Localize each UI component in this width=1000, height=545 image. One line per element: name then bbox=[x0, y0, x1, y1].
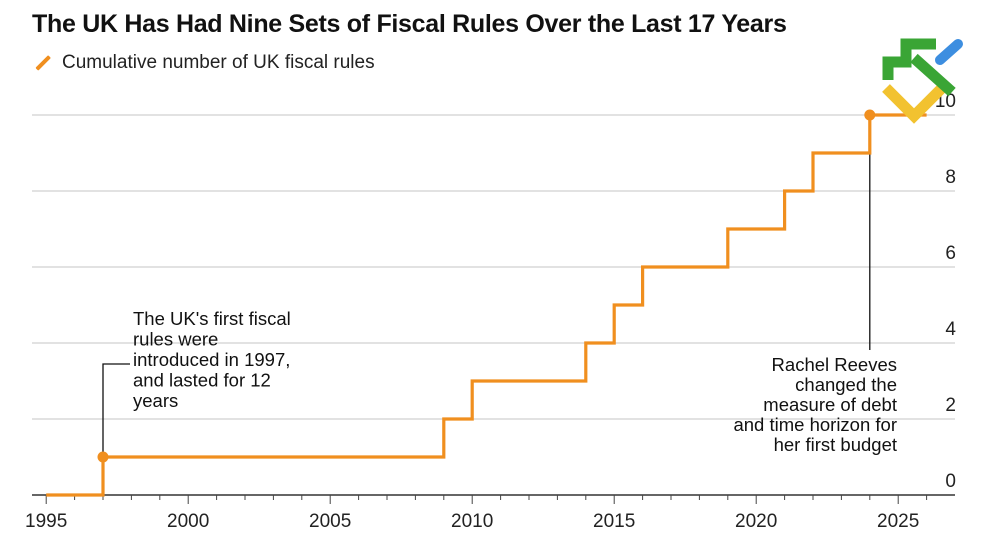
series bbox=[46, 109, 927, 497]
logo-yellow-chevron bbox=[882, 80, 950, 124]
y-tick-label: 0 bbox=[945, 471, 956, 492]
x-tick-label: 2025 bbox=[877, 511, 919, 532]
annotation-text-line: years bbox=[133, 390, 178, 411]
y-tick-label: 6 bbox=[945, 243, 956, 264]
x-tick-label: 2000 bbox=[167, 511, 209, 532]
annotation-text-line: The UK's first fiscal bbox=[133, 308, 291, 329]
chart-title: The UK Has Had Nine Sets of Fiscal Rules… bbox=[32, 10, 787, 38]
data-point-marker bbox=[97, 451, 109, 463]
data-point-marker bbox=[864, 109, 876, 121]
x-axis: 1995 2000 2005 2010 2015 2020 2025 bbox=[25, 494, 955, 532]
annotation-text-line: introduced in 1997, bbox=[133, 349, 290, 370]
annotation-leader-line bbox=[102, 363, 130, 457]
stairs-logo-icon bbox=[882, 38, 963, 124]
annotation-text-line: measure of debt bbox=[763, 394, 897, 415]
legend: Cumulative number of UK fiscal rules bbox=[32, 52, 375, 74]
annotation-text-line: rules were bbox=[133, 329, 218, 350]
annotation-text-line: and lasted for 12 bbox=[133, 370, 271, 391]
annotation-text-line: and time horizon for bbox=[733, 414, 897, 435]
y-tick-label: 8 bbox=[945, 167, 956, 188]
y-tick-label: 4 bbox=[945, 319, 956, 340]
legend-label: Cumulative number of UK fiscal rules bbox=[62, 52, 375, 73]
x-tick-label: 2015 bbox=[593, 511, 635, 532]
x-tick-label: 2005 bbox=[309, 511, 351, 532]
annotation-text-line: her first budget bbox=[774, 434, 897, 455]
y-tick-label: 2 bbox=[945, 395, 956, 416]
annotation-text-line: Rachel Reeves bbox=[772, 354, 897, 375]
x-tick-label: 1995 bbox=[25, 511, 67, 532]
x-tick-label: 2010 bbox=[451, 511, 493, 532]
x-tick-label: 2020 bbox=[735, 511, 777, 532]
series-line bbox=[46, 113, 927, 497]
logo-green-diagonal bbox=[910, 53, 956, 97]
logo-green-steps bbox=[882, 38, 936, 80]
logo-blue-stroke bbox=[935, 39, 963, 65]
annotation-text-line: changed the bbox=[795, 374, 897, 395]
